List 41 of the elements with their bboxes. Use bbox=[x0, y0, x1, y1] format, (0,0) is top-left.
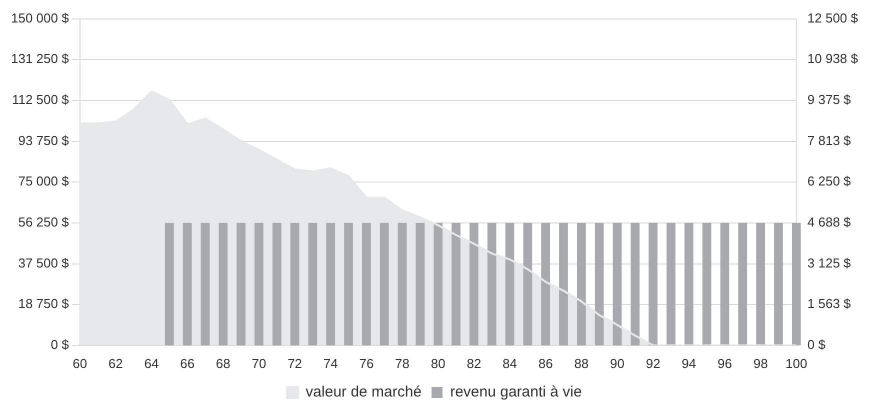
y-tick-label: 56 250 $ bbox=[18, 214, 70, 230]
y2-tick-label: 10 938 $ bbox=[807, 51, 859, 66]
x-tick-label: 74 bbox=[323, 356, 338, 371]
legend-label: valeur de marché bbox=[306, 384, 422, 401]
x-tick-label: 86 bbox=[538, 356, 553, 371]
x-tick-label: 100 bbox=[786, 356, 808, 371]
y2-tick-label: 4 688 $ bbox=[807, 214, 852, 230]
y-tick-label: 93 750 $ bbox=[18, 132, 70, 148]
x-tick-label: 66 bbox=[180, 356, 195, 371]
x-tick-label: 90 bbox=[610, 356, 624, 371]
x-tick-label: 70 bbox=[252, 356, 266, 371]
x-tick-label: 62 bbox=[108, 356, 123, 371]
x-tick-label: 68 bbox=[216, 356, 230, 371]
x-tick-label: 60 bbox=[72, 356, 88, 371]
x-tick-label: 94 bbox=[682, 356, 696, 371]
x-tick-label: 96 bbox=[718, 356, 732, 371]
y2-tick-label: 7 813 $ bbox=[807, 132, 852, 148]
y2-tick-label: 12 500 $ bbox=[807, 10, 859, 26]
x-tick-label: 92 bbox=[646, 356, 660, 371]
x-tick-label: 78 bbox=[395, 356, 410, 371]
x-tick-label: 76 bbox=[359, 356, 374, 371]
x-tick-label: 72 bbox=[288, 356, 302, 371]
x-tick-label: 88 bbox=[574, 356, 589, 371]
legend-label: revenu garanti à vie bbox=[450, 384, 582, 401]
x-tick-label: 98 bbox=[753, 356, 768, 371]
y2-tick-label: 9 375 $ bbox=[807, 92, 852, 108]
x-tick-label: 84 bbox=[502, 356, 518, 371]
y2-tick-label: 1 563 $ bbox=[807, 296, 852, 312]
y-tick-label: 112 500 $ bbox=[12, 92, 70, 108]
y-tick-label: 18 750 $ bbox=[18, 296, 70, 312]
x-tick-label: 80 bbox=[430, 356, 446, 371]
y-tick-label: 0 $ bbox=[50, 336, 70, 352]
y2-tick-label: 0 $ bbox=[807, 336, 826, 352]
y-tick-label: 131 250 $ bbox=[10, 51, 70, 66]
y2-tick-label: 3 125 $ bbox=[807, 255, 852, 270]
y2-tick-label: 6 250 $ bbox=[807, 174, 852, 189]
y-tick-label: 37 500 $ bbox=[18, 255, 70, 270]
x-tick-label: 82 bbox=[466, 356, 482, 371]
y-tick-label: 150 000 $ bbox=[10, 10, 70, 26]
x-tick-label: 64 bbox=[144, 356, 159, 371]
y-tick-label: 75 000 $ bbox=[18, 174, 70, 189]
